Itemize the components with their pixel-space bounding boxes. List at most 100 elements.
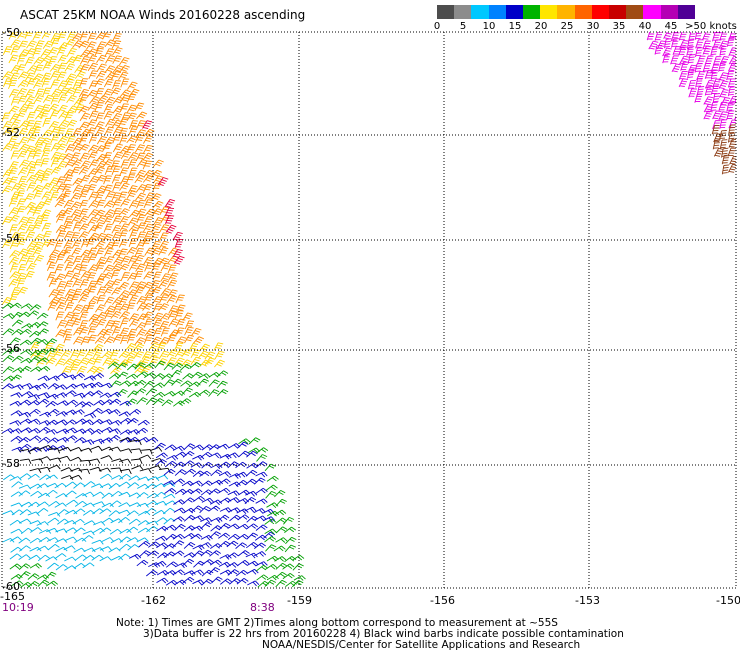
wind-barb (87, 366, 98, 373)
wind-barb (97, 287, 106, 295)
wind-barb (185, 335, 195, 343)
wind-barb (30, 491, 42, 496)
wind-barb (119, 412, 131, 417)
wind-barb (27, 168, 36, 176)
wind-barb (174, 343, 183, 351)
wind-barb (144, 335, 152, 344)
wind-barb (89, 81, 98, 89)
wind-barb (102, 538, 114, 542)
wind-barb (127, 82, 137, 90)
wind-barb (220, 570, 232, 575)
wind-barb (95, 128, 105, 136)
wind-barb (12, 510, 24, 515)
wind-barb (26, 217, 35, 225)
wind-barb (57, 194, 68, 201)
wind-barb (17, 89, 27, 96)
wind-barb (138, 420, 150, 425)
wind-barb (12, 356, 23, 362)
wind-barb (61, 476, 73, 480)
wind-barb (29, 409, 40, 414)
wind-barb (721, 98, 730, 106)
wind-barb (90, 446, 102, 450)
wind-barb (88, 335, 97, 343)
wind-barb (11, 503, 23, 507)
wind-barb (728, 79, 736, 88)
wind-barb (165, 445, 177, 450)
wind-barb (245, 507, 257, 512)
wind-barb (38, 329, 49, 335)
wind-barb (153, 201, 164, 208)
wind-barb (112, 240, 120, 248)
wind-barb (30, 538, 42, 543)
wind-barb (664, 39, 671, 49)
wind-barb (30, 367, 42, 372)
wind-barb (74, 548, 86, 552)
wind-barb (163, 508, 174, 514)
wind-barb (92, 373, 104, 378)
wind-barb (112, 264, 122, 271)
wind-barb (111, 270, 119, 279)
wind-barb (120, 449, 131, 453)
wind-barb (88, 287, 97, 295)
wind-barb (161, 328, 169, 336)
wind-barb (17, 206, 26, 214)
wind-barb (64, 546, 76, 550)
wind-barb (239, 439, 251, 444)
wind-barb (173, 500, 185, 505)
time-label-left: 10:19 (2, 601, 34, 614)
wind-barb (688, 81, 696, 90)
wind-barb (65, 391, 77, 396)
wind-barb (143, 121, 153, 129)
wind-barb (58, 32, 67, 40)
wind-barb (55, 241, 63, 249)
wind-barb (10, 429, 22, 434)
wind-barb (128, 483, 139, 489)
scale-label: 15 (509, 21, 522, 32)
wind-barb (103, 143, 112, 151)
wind-barb (110, 350, 119, 358)
wind-barb (79, 469, 90, 474)
scale-swatch (489, 5, 507, 19)
wind-barb (30, 564, 42, 569)
wind-barb (67, 120, 77, 127)
wind-barb (96, 248, 105, 256)
wind-barb (56, 330, 66, 337)
wind-barb (10, 73, 19, 81)
wind-barb (92, 419, 103, 424)
wind-barb (696, 40, 704, 49)
wind-barb (49, 290, 59, 298)
wind-barb (135, 103, 144, 111)
wind-barb (100, 474, 112, 479)
wind-barb (104, 224, 113, 232)
scale-swatch (506, 5, 524, 19)
wind-barb (292, 580, 303, 587)
wind-barb (153, 392, 165, 397)
wind-barb (109, 373, 120, 378)
scale-swatch (661, 5, 679, 19)
wind-barb (219, 541, 230, 547)
wind-barb (65, 482, 77, 487)
wind-barb (294, 576, 306, 581)
wind-barb (57, 510, 68, 516)
wind-barb (172, 379, 183, 386)
wind-barb (119, 240, 128, 248)
wind-barb (130, 409, 141, 414)
wind-barb (152, 209, 162, 216)
wind-barb (19, 137, 29, 145)
wind-barb (143, 257, 153, 265)
wind-barb (120, 537, 131, 543)
wind-barb (720, 46, 727, 55)
wind-barb (84, 548, 96, 552)
wind-barb (139, 455, 151, 459)
wind-barb (105, 311, 114, 319)
wind-barb (83, 531, 95, 535)
wind-barb (17, 199, 26, 207)
wind-barb (146, 501, 158, 506)
wind-barb (97, 295, 106, 303)
wind-barb (30, 305, 41, 311)
scale-swatch (523, 5, 541, 19)
wind-barb (160, 225, 170, 233)
wind-barb (79, 265, 88, 273)
wind-barb (247, 581, 259, 586)
wind-barb (173, 232, 183, 240)
